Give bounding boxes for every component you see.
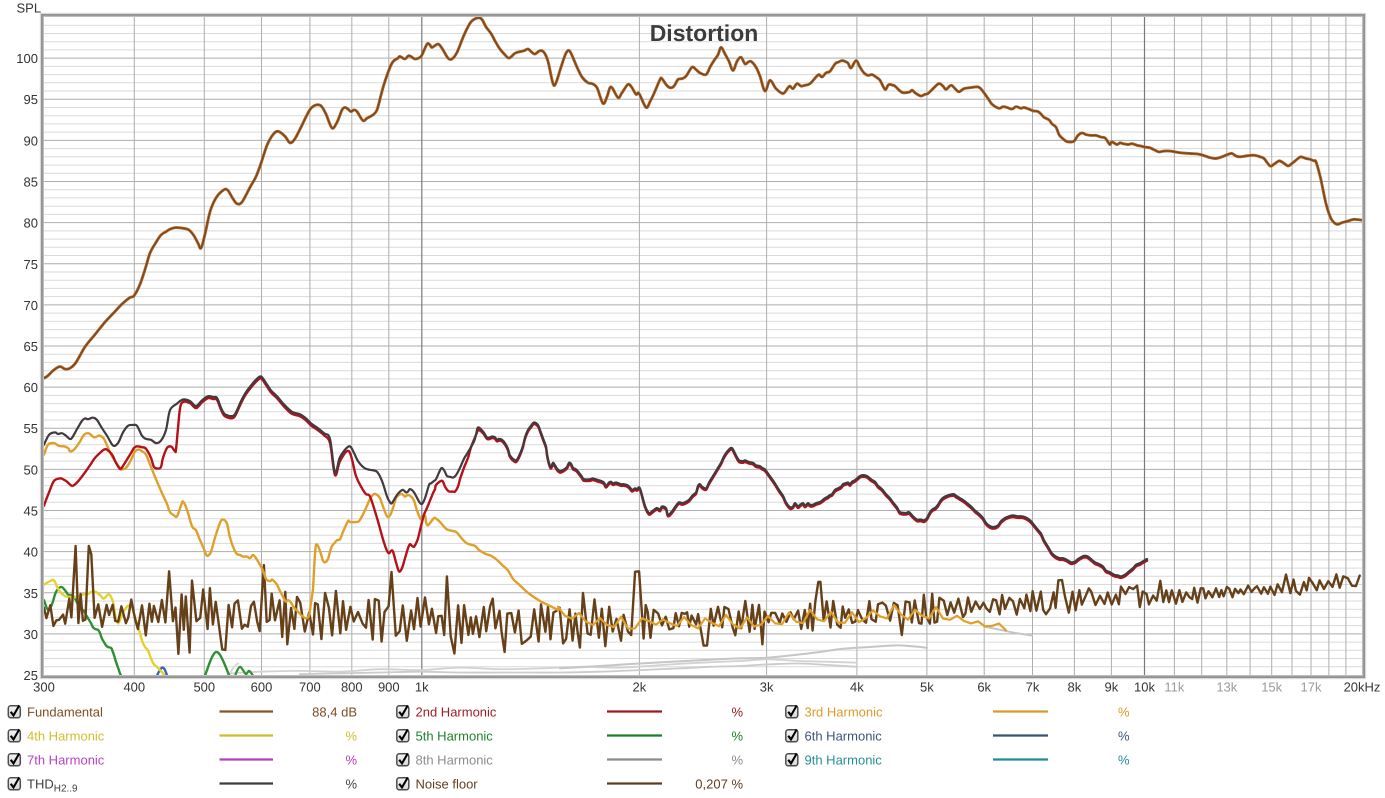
svg-text:%: % [731,729,743,744]
svg-text:4th Harmonic: 4th Harmonic [27,729,105,744]
svg-text:7th Harmonic: 7th Harmonic [27,753,105,768]
svg-text:5th Harmonic: 5th Harmonic [416,729,494,744]
svg-text:45: 45 [24,504,38,519]
svg-text:700: 700 [299,680,321,695]
svg-text:17k: 17k [1301,680,1322,695]
svg-text:40: 40 [24,545,38,560]
svg-text:7k: 7k [1026,680,1040,695]
svg-text:85: 85 [24,175,38,190]
svg-text:20kHz: 20kHz [1344,680,1381,695]
svg-text:8th Harmonic: 8th Harmonic [416,753,494,768]
svg-text:600: 600 [251,680,273,695]
svg-text:9k: 9k [1105,680,1119,695]
svg-text:88,4 dB: 88,4 dB [312,705,357,720]
svg-text:Noise floor: Noise floor [416,777,479,792]
svg-text:95: 95 [24,92,38,107]
svg-text:%: % [731,705,743,720]
svg-text:3k: 3k [760,680,774,695]
svg-text:90: 90 [24,133,38,148]
svg-text:800: 800 [341,680,363,695]
svg-text:80: 80 [24,216,38,231]
svg-text:%: % [1118,705,1130,720]
svg-text:Fundamental: Fundamental [27,705,103,720]
svg-text:6k: 6k [977,680,991,695]
svg-text:70: 70 [24,298,38,313]
svg-text:25: 25 [24,668,38,683]
svg-text:%: % [345,729,357,744]
svg-text:%: % [1118,753,1130,768]
svg-text:1k: 1k [415,680,429,695]
svg-text:%: % [345,753,357,768]
svg-text:8k: 8k [1068,680,1082,695]
svg-text:%: % [345,777,357,792]
svg-text:30: 30 [24,627,38,642]
svg-text:Distortion: Distortion [650,20,759,46]
svg-text:4k: 4k [850,680,864,695]
svg-text:5k: 5k [920,680,934,695]
svg-text:2nd Harmonic: 2nd Harmonic [416,705,497,720]
svg-text:%: % [1118,729,1130,744]
svg-text:500: 500 [193,680,215,695]
svg-text:2k: 2k [633,680,647,695]
svg-text:60: 60 [24,380,38,395]
svg-text:55: 55 [24,421,38,436]
svg-text:65: 65 [24,339,38,354]
svg-text:35: 35 [24,586,38,601]
svg-text:50: 50 [24,462,38,477]
svg-text:%: % [731,753,743,768]
svg-text:0,207 %: 0,207 % [695,777,743,792]
svg-text:3rd Harmonic: 3rd Harmonic [805,705,884,720]
svg-text:300: 300 [33,680,55,695]
svg-text:9th Harmonic: 9th Harmonic [805,753,883,768]
svg-text:13k: 13k [1216,680,1237,695]
svg-text:10k: 10k [1134,680,1155,695]
svg-text:15k: 15k [1261,680,1282,695]
svg-text:100: 100 [16,51,38,66]
svg-text:400: 400 [123,680,145,695]
svg-text:11k: 11k [1164,680,1184,695]
svg-text:75: 75 [24,257,38,272]
svg-text:6th Harmonic: 6th Harmonic [805,729,883,744]
svg-text:900: 900 [378,680,400,695]
svg-text:SPL: SPL [17,1,42,16]
